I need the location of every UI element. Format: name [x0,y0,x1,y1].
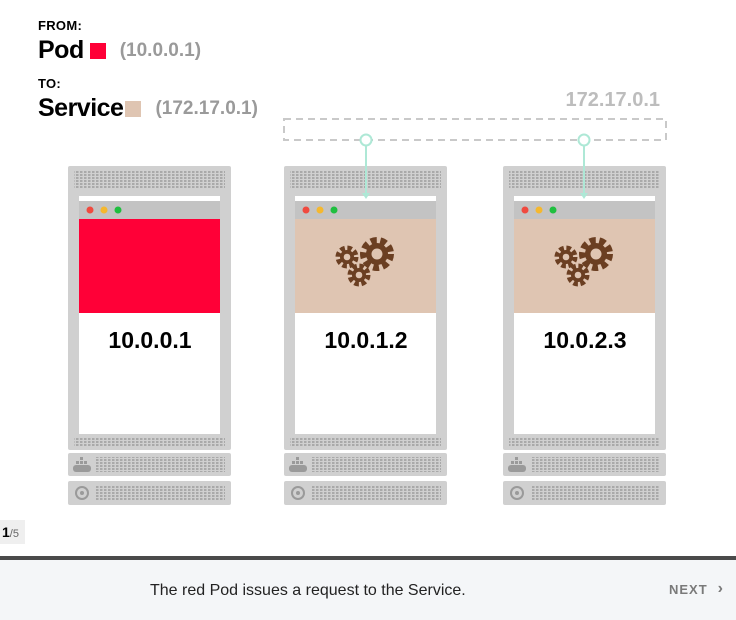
node-3: 10.0.2.3 [503,166,666,505]
service-ip: 172.17.0.1 [565,89,660,111]
to-label: TO: [38,76,62,91]
cluster-diagram: 172.17.0.1 10.0.0.1 10.0.1.2 [68,89,667,505]
slide-total: /5 [9,528,19,540]
rack-vent [96,486,225,501]
next-label: NEXT [669,581,708,597]
from-pod-ip: (10.0.0.1) [119,39,202,61]
close-dot-icon [302,206,310,214]
close-dot-icon [521,206,529,214]
red-pod-swatch [89,42,106,59]
next-button[interactable]: NEXT › [669,580,724,598]
service-link-node-2 [359,133,373,199]
service-box [283,118,667,141]
chevron-right-icon: › [717,580,724,597]
rack-vent [531,457,660,472]
slide-caption: The red Pod issues a request to the Serv… [150,582,466,599]
slide-counter: 1/5 [0,520,25,544]
red-pod [79,219,220,313]
window-titlebar [295,201,436,219]
server-vent [74,437,225,446]
minimize-dot-icon [316,206,324,214]
node-1: 10.0.0.1 [68,166,231,505]
server-vent [290,437,441,446]
window-titlebar [514,201,655,219]
from-label: FROM: [38,18,83,33]
minimize-dot-icon [100,206,108,214]
maximize-dot-icon [114,206,122,214]
minimize-dot-icon [535,206,543,214]
server-vent [74,171,225,188]
from-pod-name: Pod [38,36,84,64]
service-swatch [125,100,142,117]
slide-current: 1 [2,524,10,540]
service-link-node-3 [577,133,591,199]
to-legend: Service (172.17.0.1) [38,94,258,123]
rack-vent [531,486,660,501]
pod-ip: 10.0.2.3 [543,327,626,353]
rack-vent [312,457,441,472]
pod-ip: 10.0.0.1 [108,327,191,353]
to-service-ip: (172.17.0.1) [155,97,258,119]
to-service-name: Service [38,94,124,122]
maximize-dot-icon [330,206,338,214]
window-titlebar [79,201,220,219]
from-legend: Pod (10.0.0.1) [38,36,201,65]
server-vent [509,437,660,446]
close-dot-icon [86,206,94,214]
maximize-dot-icon [549,206,557,214]
rack-vent [312,486,441,501]
node-2: 10.0.1.2 [284,166,447,505]
rack-vent [96,457,225,472]
caption-bar: The red Pod issues a request to the Serv… [0,556,736,620]
pod-ip: 10.0.1.2 [324,327,407,353]
